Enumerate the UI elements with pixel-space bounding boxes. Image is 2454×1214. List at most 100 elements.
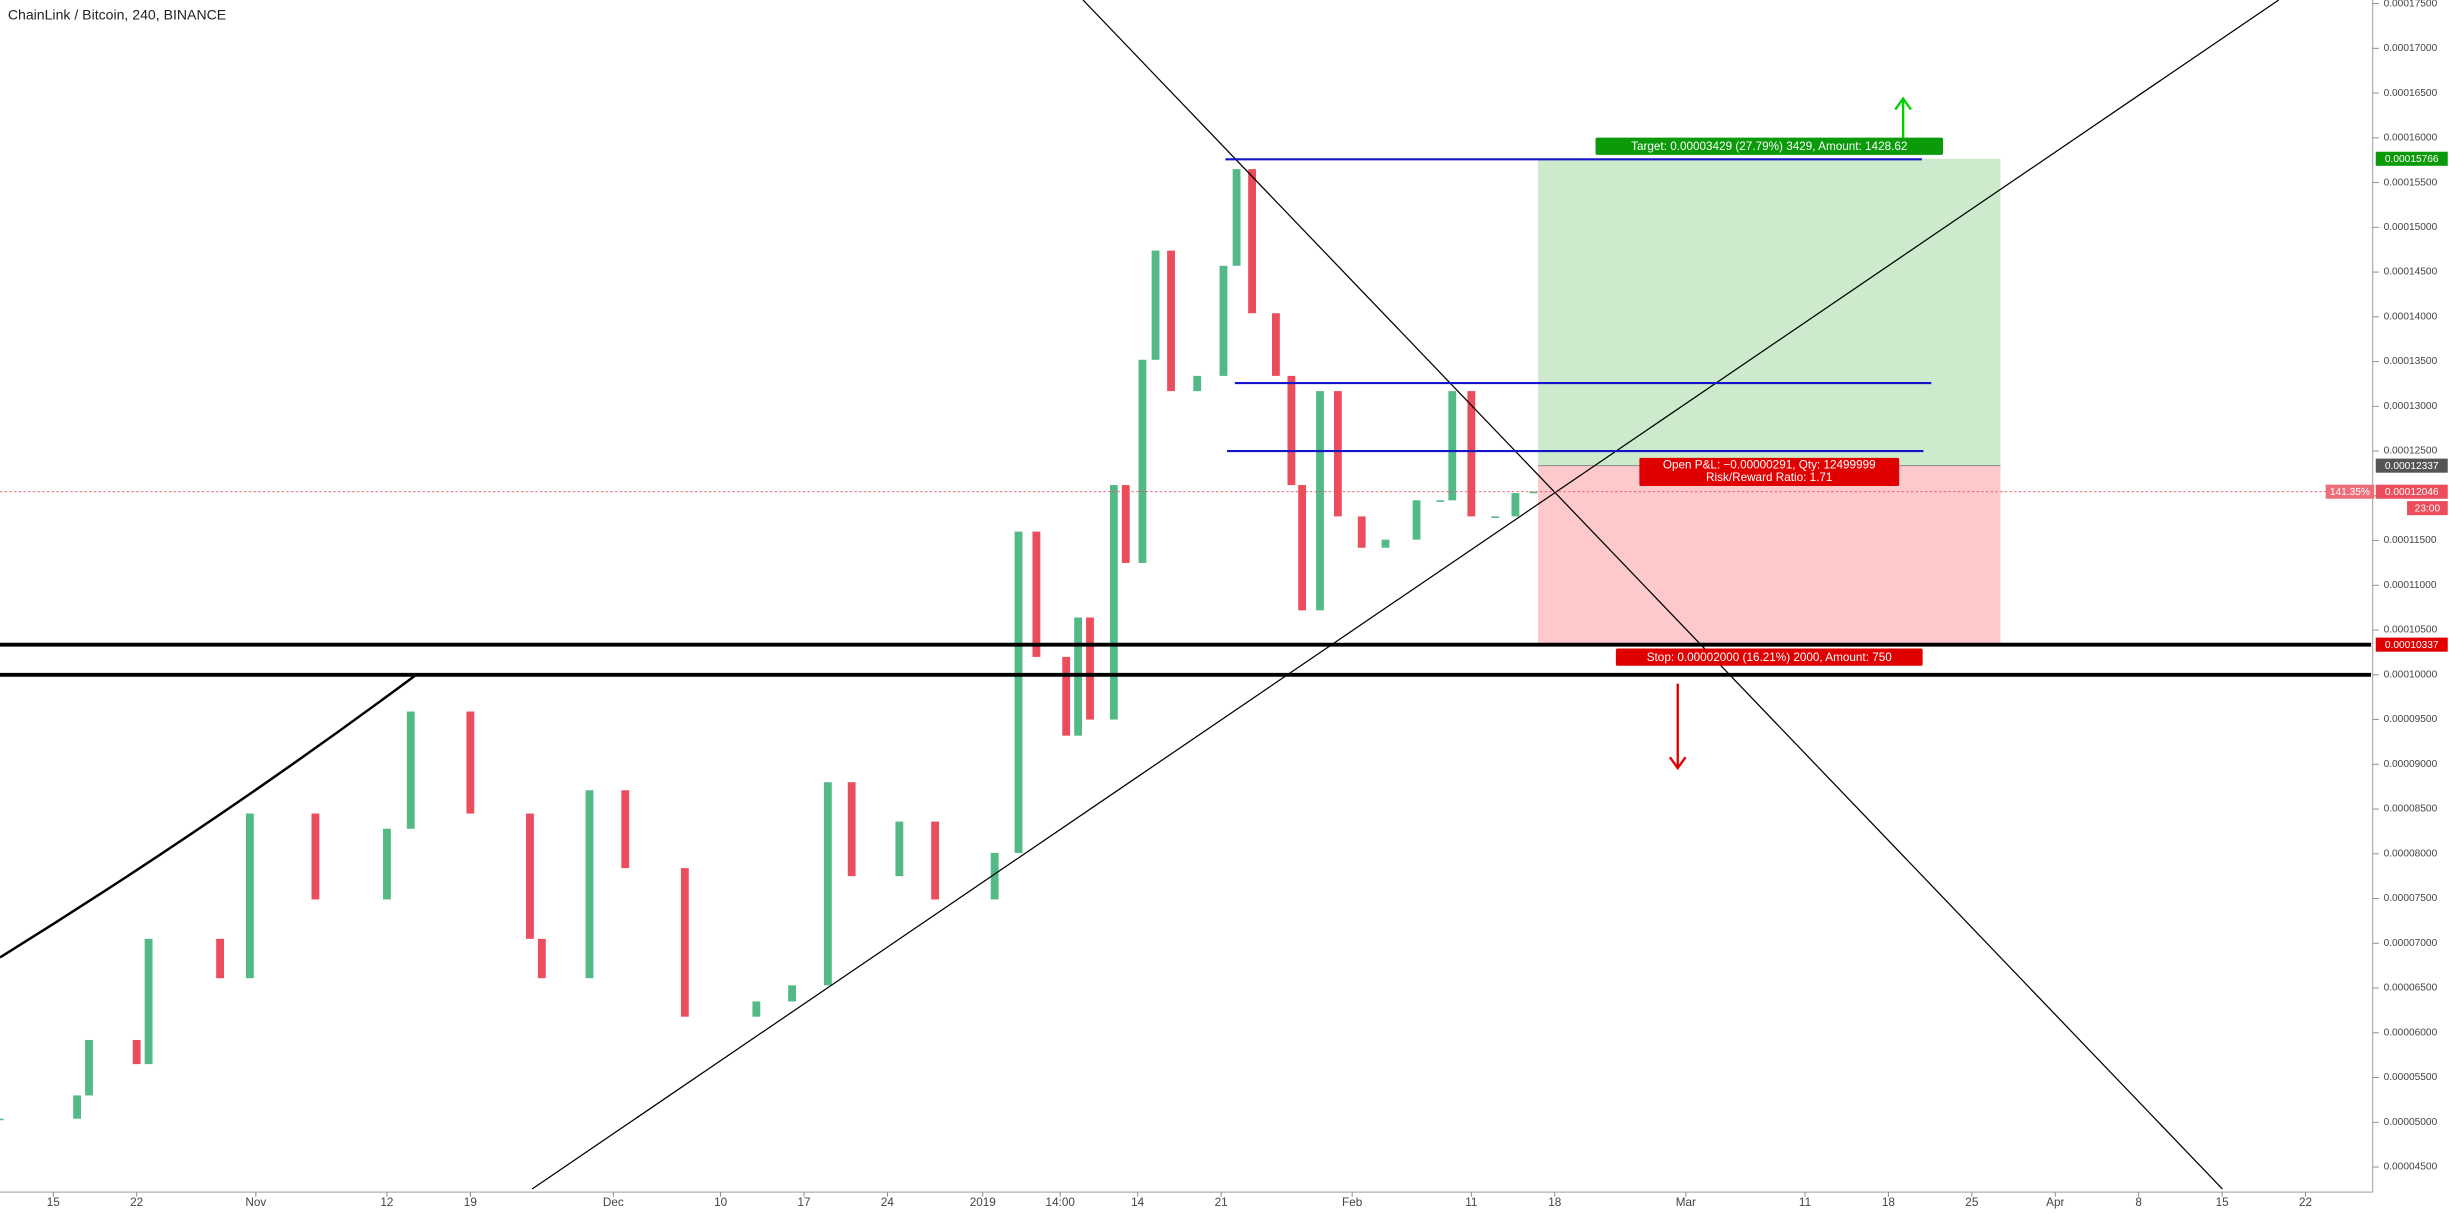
candle xyxy=(1086,617,1094,720)
candle xyxy=(383,828,391,900)
candle xyxy=(1529,491,1538,494)
candle xyxy=(990,852,999,900)
loss-zone xyxy=(1538,465,2001,645)
x-tick-label: 22 xyxy=(2299,1196,2312,1209)
candle xyxy=(1248,169,1256,314)
candle xyxy=(585,790,594,979)
y-tick-label: 0.00015500 xyxy=(2384,177,2438,188)
candle xyxy=(0,1118,4,1121)
candle xyxy=(537,938,546,979)
candle xyxy=(823,782,832,986)
price-tag-box xyxy=(2375,151,2448,166)
candle xyxy=(931,821,940,900)
price-tag-box xyxy=(2375,458,2448,473)
candle xyxy=(216,938,225,979)
x-tick-label: 15 xyxy=(2216,1196,2230,1209)
candle xyxy=(1333,391,1342,517)
y-tick-label: 0.00013500 xyxy=(2384,356,2438,367)
candle xyxy=(406,711,415,829)
candle xyxy=(1014,531,1023,853)
price-tag: 0.00015766 xyxy=(2385,154,2439,165)
x-tick-label: 15 xyxy=(47,1196,61,1209)
pnl-box xyxy=(1639,457,1900,486)
candle xyxy=(245,813,254,979)
y-tick-label: 0.00011000 xyxy=(2384,580,2437,591)
y-tick-label: 0.00010500 xyxy=(2384,625,2438,636)
candle xyxy=(1138,359,1147,563)
candle xyxy=(1448,391,1457,501)
candle xyxy=(1316,391,1324,611)
candle xyxy=(1193,375,1202,392)
change-tag: 141.35% xyxy=(2330,487,2370,498)
candle xyxy=(1109,485,1118,720)
price-tag: 0.00012337 xyxy=(2385,461,2439,472)
price-tag-box xyxy=(2375,637,2448,652)
x-tick-label: Dec xyxy=(603,1196,624,1209)
y-tick-label: 0.00006000 xyxy=(2384,1027,2438,1038)
x-tick-label: Feb xyxy=(1342,1196,1363,1209)
x-tick-label: 17 xyxy=(797,1196,810,1209)
y-tick-label: 0.00016000 xyxy=(2384,133,2438,144)
candle xyxy=(1121,485,1130,563)
candles xyxy=(0,169,1538,1121)
x-tick-label: 11 xyxy=(1799,1196,1811,1209)
candle xyxy=(1151,250,1160,360)
y-tick-label: 0.00004500 xyxy=(2384,1162,2438,1173)
stop-arrow xyxy=(1668,683,1687,771)
x-tick-label: 22 xyxy=(130,1196,143,1209)
candle xyxy=(526,813,534,939)
candle xyxy=(680,868,689,1017)
candle xyxy=(1032,531,1041,657)
candle xyxy=(73,1095,82,1119)
x-tick-label: 2019 xyxy=(970,1196,996,1209)
y-tick-label: 0.00007000 xyxy=(2384,938,2438,949)
y-tick-label: 0.00014500 xyxy=(2384,267,2438,278)
x-tick-label: Apr xyxy=(2046,1196,2064,1209)
price-tag: 0.00010337 xyxy=(2385,640,2439,651)
candle xyxy=(1357,516,1366,548)
price-tag-box xyxy=(2375,484,2448,499)
y-tick-label: 0.00009000 xyxy=(2384,759,2438,770)
y-tick-label: 0.00017000 xyxy=(2384,43,2438,54)
candle xyxy=(1062,656,1071,736)
x-tick-label: 19 xyxy=(464,1196,477,1209)
candle xyxy=(1436,500,1445,502)
countdown-box xyxy=(2407,501,2448,516)
y-tick-label: 0.00008000 xyxy=(2384,848,2438,859)
trend-line xyxy=(531,0,2280,1190)
candle xyxy=(311,813,320,900)
pnl-label: Open P&L: −0.00000291, Qty: 12499999 xyxy=(1663,459,1876,472)
x-tick-label: 21 xyxy=(1215,1196,1228,1209)
candle xyxy=(1412,500,1421,540)
change-tag-box xyxy=(2325,484,2375,499)
y-tick-label: 0.00009500 xyxy=(2384,714,2438,725)
y-tick-label: 0.00005500 xyxy=(2384,1072,2438,1083)
candle xyxy=(847,782,856,877)
candle xyxy=(1287,375,1296,486)
trend-line xyxy=(1082,0,2223,1190)
x-tick-label: Mar xyxy=(1676,1196,1696,1209)
candle xyxy=(1232,169,1241,266)
price-tag: 0.00012046 xyxy=(2385,487,2439,498)
x-tick-label: 18 xyxy=(1882,1196,1896,1209)
x-tick-label: 14 xyxy=(1131,1196,1145,1209)
y-tick-label: 0.00011500 xyxy=(2384,535,2437,546)
candle xyxy=(788,985,797,1002)
candle xyxy=(1272,313,1280,376)
candle xyxy=(1467,391,1476,517)
y-tick-label: 0.00016500 xyxy=(2384,88,2438,99)
candle xyxy=(752,1001,761,1017)
candle xyxy=(1381,539,1390,548)
candle xyxy=(895,821,904,877)
profit-zone xyxy=(1538,158,2001,466)
candle xyxy=(132,1039,141,1065)
position-zones xyxy=(1538,158,2001,645)
ratio-label: Risk/Reward Ratio: 1.71 xyxy=(1706,471,1832,484)
y-tick-label: 0.00014000 xyxy=(2384,312,2438,323)
candle xyxy=(466,711,475,814)
candle xyxy=(1167,250,1175,392)
stop-label-box xyxy=(1615,648,1923,666)
candle xyxy=(85,1039,93,1096)
